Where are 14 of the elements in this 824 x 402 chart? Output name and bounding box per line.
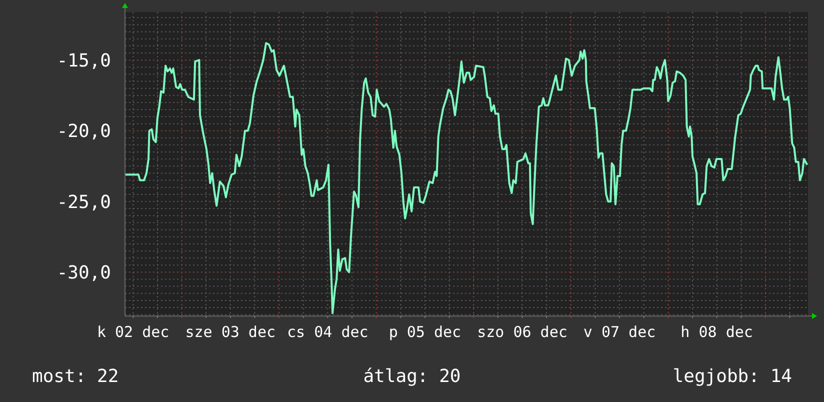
x-tick-label: p 05 dec — [388, 323, 462, 341]
x-tick-label: h 08 dec — [680, 323, 753, 341]
text: most: 22 — [32, 366, 119, 387]
x-tick-label: szo 06 dec — [477, 323, 568, 341]
text: legjobb: 14 — [672, 366, 792, 387]
y-tick-label: -20,0 — [56, 121, 111, 142]
x-tick-label: v 07 dec — [583, 323, 656, 341]
y-tick-label: -30,0 — [56, 262, 111, 284]
y-tick-label: -25,0 — [56, 192, 111, 213]
x-tick-label: sze 03 dec — [185, 323, 276, 341]
x-tick-label: k 02 dec — [96, 323, 170, 341]
text: átlag: 20 — [363, 366, 461, 387]
x-tick-label: cs 04 dec — [287, 323, 368, 341]
y-tick-label: -15,0 — [56, 50, 111, 72]
